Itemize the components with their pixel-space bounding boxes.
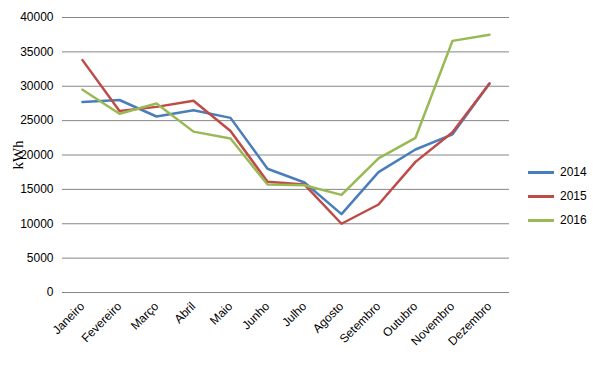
- svg-text:25000: 25000: [20, 113, 54, 127]
- svg-text:kWh: kWh: [10, 140, 26, 170]
- svg-text:40000: 40000: [20, 10, 54, 24]
- html-text:2014: 2014: [560, 165, 587, 179]
- svg-text:Setembro: Setembro: [337, 299, 384, 346]
- svg-text:Maio: Maio: [207, 299, 236, 328]
- svg-text:30000: 30000: [20, 79, 54, 93]
- svg-text:Fevereiro: Fevereiro: [79, 299, 125, 345]
- svg-text:Julho: Julho: [279, 299, 309, 329]
- svg-text:Outubro: Outubro: [379, 299, 421, 340]
- svg-text:20000: 20000: [20, 147, 54, 162]
- svg-text:Março: Março: [128, 299, 162, 333]
- svg-text:Dezembro: Dezembro: [445, 299, 494, 348]
- svg-text:15000: 15000: [20, 182, 54, 196]
- svg-text:35000: 35000: [20, 45, 54, 59]
- html-text:2016: 2016: [560, 213, 587, 227]
- svg-text:Janeiro: Janeiro: [49, 299, 88, 337]
- svg-text:10000: 10000: [20, 217, 54, 231]
- html-text:2015: 2015: [560, 189, 587, 203]
- svg-text:5000: 5000: [27, 251, 54, 265]
- svg-text:Agosto: Agosto: [310, 299, 347, 336]
- svg-text:0: 0: [47, 285, 54, 299]
- svg-text:Novembro: Novembro: [408, 299, 458, 349]
- svg-text:Abril: Abril: [171, 299, 198, 326]
- svg-text:Junho: Junho: [239, 299, 272, 332]
